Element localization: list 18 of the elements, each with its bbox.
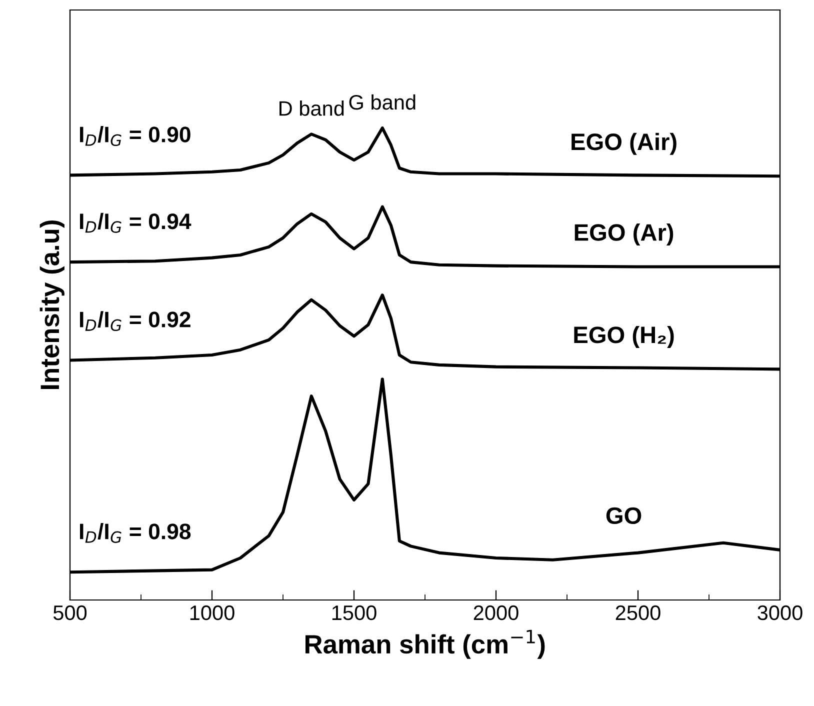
series-label: EGO (Ar) — [574, 224, 674, 246]
x-tick-label: 500 — [53, 605, 87, 620]
x-tick-label: 1000 — [190, 605, 234, 620]
annotation: I$_{D}$/I$_{G}$ = 0.98 — [80, 523, 191, 543]
y-axis-title: Intensity (a.u) — [40, 220, 64, 389]
series-label: EGO (H₂) — [574, 326, 674, 348]
x-axis-title: Raman shift (cm$^{−1}$) — [306, 630, 545, 659]
x-tick-label: 2000 — [474, 605, 518, 620]
annotation: G band — [349, 94, 416, 110]
series-label: GO — [606, 507, 642, 524]
annotation: I$_{D}$/I$_{G}$ = 0.92 — [80, 311, 190, 332]
x-tick-label: 3000 — [758, 605, 802, 620]
x-tick-label: 2500 — [616, 605, 660, 620]
annotation: I$_{D}$/I$_{G}$ = 0.94 — [80, 212, 192, 233]
annotation: D band — [280, 100, 344, 116]
annotation: I$_{D}$/I$_{G}$ = 0.90 — [80, 126, 190, 146]
x-tick-label: 1500 — [332, 605, 376, 620]
series-label: EGO (Air) — [572, 132, 676, 155]
